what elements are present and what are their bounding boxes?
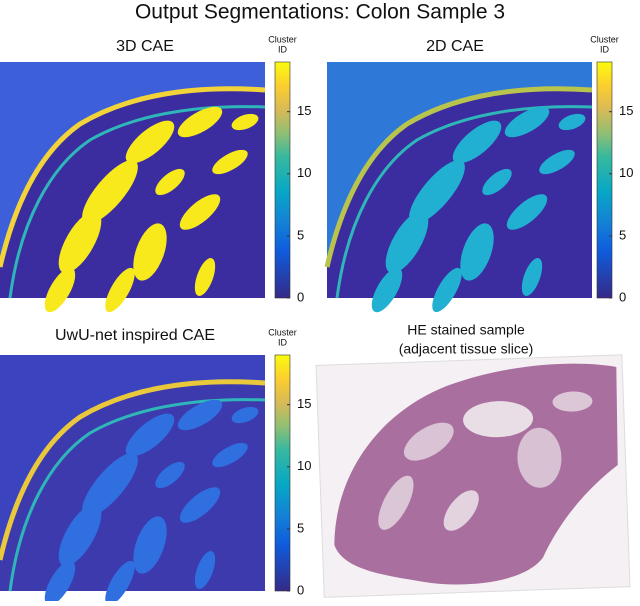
he-subtitle: (adjacent tissue slice) <box>399 341 534 357</box>
outside-region <box>0 355 265 560</box>
gland-region <box>212 149 248 175</box>
colorbar-tick-label: 15 <box>619 103 633 118</box>
colorbar-tick-label: 10 <box>297 458 311 473</box>
colorbar-tick-label: 10 <box>297 165 311 180</box>
gland-region <box>155 168 185 196</box>
gland-region <box>506 194 548 230</box>
he-panel: HE stained sample (adjacent tissue slice… <box>315 322 631 598</box>
gland-region <box>177 106 223 138</box>
colorbar-tick-label: 0 <box>619 289 626 304</box>
gland-region <box>58 503 102 567</box>
panel-title: UwU-net inspired CAE <box>55 327 215 344</box>
colorbar-tick-label: 0 <box>297 582 304 597</box>
gland-region <box>482 168 512 196</box>
colorbar-tick-label: 15 <box>297 103 311 118</box>
gland-region <box>558 113 586 131</box>
gland-region <box>179 194 221 230</box>
outside-region <box>0 62 265 267</box>
gland-region <box>539 149 575 175</box>
gland-region <box>460 223 494 281</box>
colorbar-label: Cluster <box>590 34 619 44</box>
gland-region <box>125 120 175 164</box>
colorbar-tick-label: 5 <box>297 227 304 242</box>
colorbar-label: ID <box>278 44 288 54</box>
gland-region <box>194 551 216 589</box>
gland-region <box>105 560 135 606</box>
segmentation-map <box>0 355 266 606</box>
colorbar-tick-label: 5 <box>619 227 626 242</box>
gland-region <box>44 267 76 313</box>
colorbar <box>274 354 291 592</box>
gland-region <box>133 516 167 574</box>
he-image <box>315 354 631 598</box>
gland-region <box>212 442 248 468</box>
tissue-edge <box>0 86 266 268</box>
tissue-edge <box>0 379 266 561</box>
colorbar-label: Cluster <box>268 34 297 44</box>
gland-region <box>521 258 543 296</box>
colorbar-tick-label: 5 <box>297 520 304 535</box>
gland-region <box>82 453 138 517</box>
colorbar-tick-label: 15 <box>297 396 311 411</box>
gland-region <box>385 210 429 274</box>
gland-region <box>231 113 259 131</box>
gland-region <box>155 461 185 489</box>
outside-region <box>327 62 592 267</box>
gland-region <box>133 223 167 281</box>
gland-region <box>371 267 403 313</box>
colorbar-label: Cluster <box>268 327 297 337</box>
gland-region <box>179 487 221 523</box>
tissue-edge-inner <box>335 105 593 299</box>
gland-region <box>44 560 76 606</box>
gland-region <box>504 106 550 138</box>
tissue-edge-inner <box>8 398 266 592</box>
colorbar <box>596 61 613 299</box>
gland-region <box>58 210 102 274</box>
figure-title: Output Segmentations: Colon Sample 3 <box>135 1 505 24</box>
panel-title: 3D CAE <box>116 38 174 55</box>
gland-region <box>432 267 462 313</box>
gland-region <box>452 120 502 164</box>
tissue-edge <box>324 86 593 268</box>
gland-region <box>194 258 216 296</box>
gland-region <box>82 160 138 224</box>
colorbar-tick-label: 10 <box>619 165 633 180</box>
colorbar-label: ID <box>278 337 288 347</box>
gland-region <box>125 413 175 457</box>
tissue-edge-inner <box>8 105 266 299</box>
he-title: HE stained sample <box>407 322 525 338</box>
gland-region <box>231 406 259 424</box>
panel-title: 2D CAE <box>426 38 484 55</box>
colorbar <box>274 61 291 299</box>
colorbar-label: ID <box>600 44 610 54</box>
gland-region <box>409 160 465 224</box>
colorbar-tick-label: 0 <box>297 289 304 304</box>
segmentation-map <box>0 62 266 313</box>
gland-region <box>177 399 223 431</box>
segmentation-map <box>324 62 593 313</box>
gland-region <box>105 267 135 313</box>
